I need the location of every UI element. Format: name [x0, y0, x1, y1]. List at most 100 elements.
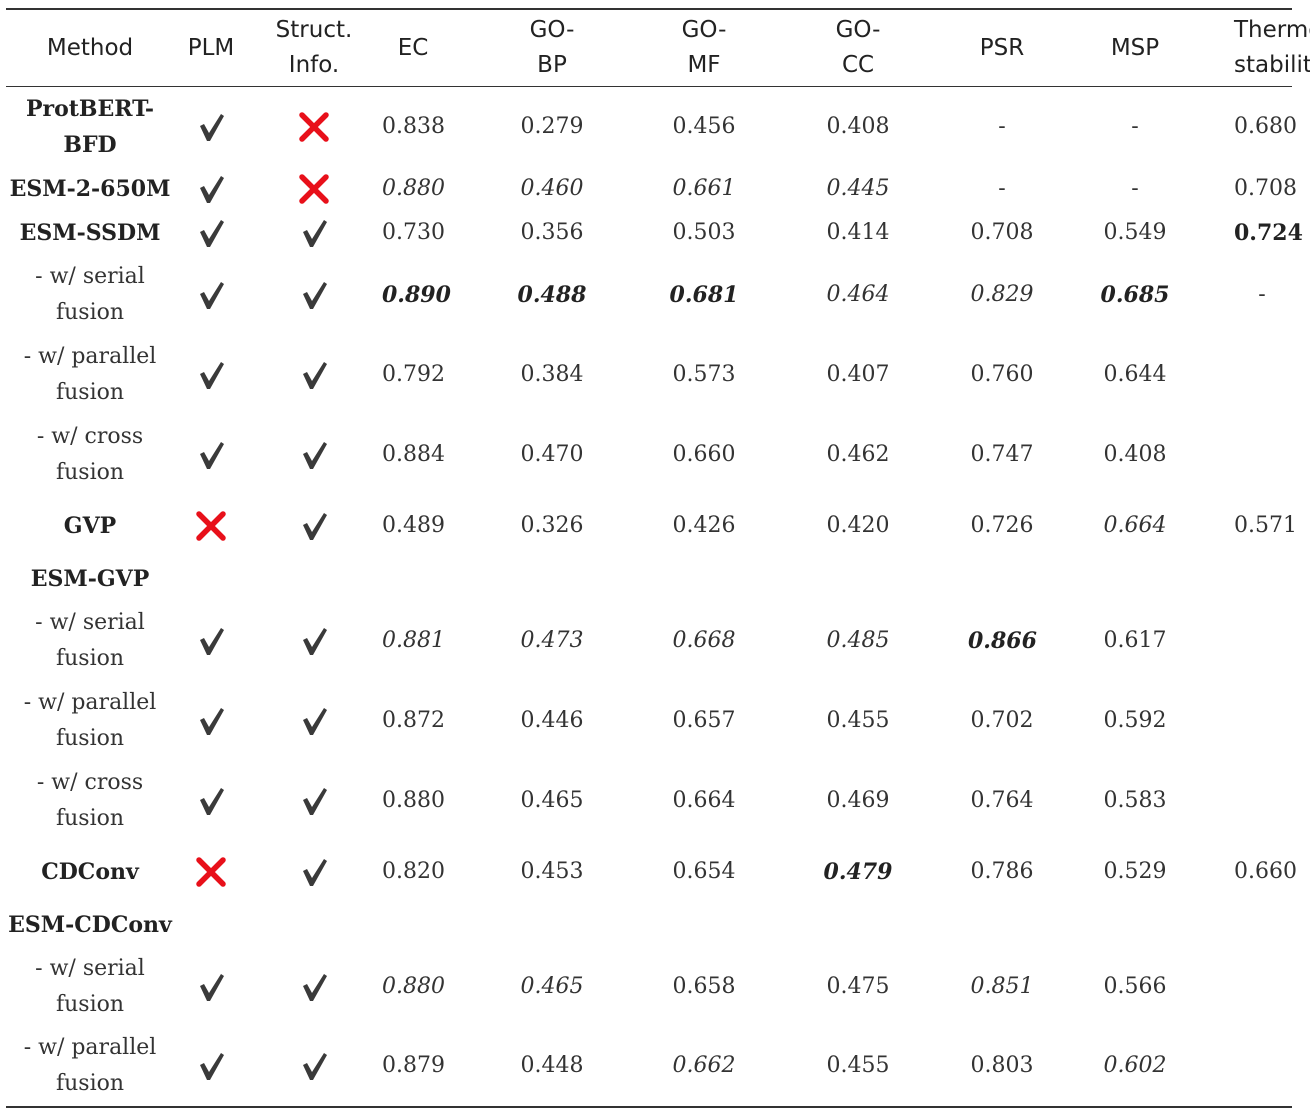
- thermostability-cell: 0.708: [1234, 175, 1297, 201]
- checkmark-icon: [298, 785, 330, 817]
- psr-cell: [966, 903, 1038, 947]
- table-row: - w/ serial fusion 0.890 0.488 0.681 0.464 0.…: [6, 255, 1292, 335]
- thermostability-cell: [1232, 335, 1292, 415]
- msp-cell: 0.644: [1103, 361, 1167, 387]
- go-bp-cell: 0.326: [520, 512, 584, 538]
- table-row: ProtBERT- BFD 0.838 0.279 0.456 0.408 - - 0.680: [6, 87, 1297, 167]
- checkmark-icon: [195, 971, 227, 1003]
- go-mf-cell: 0.654: [672, 858, 736, 884]
- plm-cell: [174, 947, 248, 1027]
- plm-cell: [174, 415, 248, 495]
- checkmark-icon: [298, 510, 330, 542]
- go-cc-cell: 0.462: [826, 441, 890, 467]
- struct-info-cell: [248, 255, 380, 335]
- table-row: - w/ parallel fusion 0.879 0.448 0.662 0.455…: [6, 1027, 1292, 1107]
- plm-cell: [174, 761, 248, 841]
- table-row: ESM-2-650M 0.880 0.460 0.661 0.445 - - 0.708: [6, 167, 1297, 211]
- plm-cell: [174, 903, 248, 947]
- go-bp-cell: 0.453: [520, 858, 584, 884]
- msp-cell: 0.592: [1103, 707, 1167, 733]
- msp-cell: -: [1131, 175, 1139, 201]
- go-bp-cell: 0.448: [520, 1053, 584, 1078]
- go-cc-cell: 0.479: [823, 858, 893, 885]
- checkmark-icon: [298, 625, 330, 657]
- checkmark-icon: [298, 705, 330, 737]
- method-cell: - w/ serial fusion: [35, 955, 145, 1017]
- go-cc-cell: 0.455: [826, 1053, 890, 1078]
- column-header: Struct. Info.: [275, 17, 353, 78]
- cross-icon: [298, 111, 330, 143]
- checkmark-icon: [195, 625, 227, 657]
- go-bp-cell: 0.279: [520, 113, 584, 139]
- struct-info-cell: [248, 681, 380, 761]
- thermostability-cell: [1232, 415, 1292, 495]
- msp-cell: 0.664: [1103, 512, 1167, 538]
- psr-cell: 0.747: [970, 441, 1034, 467]
- struct-info-cell: [248, 1027, 380, 1107]
- go-bp-cell: 0.465: [520, 787, 584, 813]
- plm-cell: [174, 1027, 248, 1107]
- go-mf-cell: 0.668: [672, 627, 736, 653]
- method-cell: - w/ parallel fusion: [23, 343, 157, 405]
- ec-cell: 0.880: [382, 973, 445, 999]
- go-cc-cell: [750, 903, 966, 947]
- method-cell: CDConv: [41, 858, 139, 885]
- struct-info-cell: [248, 557, 380, 601]
- ec-cell: 0.820: [382, 858, 445, 884]
- column-header: GO- CC: [835, 17, 881, 78]
- struct-info-cell: [248, 841, 380, 903]
- method-cell: - w/ cross fusion: [36, 423, 144, 485]
- table-row: - w/ serial fusion 0.881 0.473 0.668 0.485 0.…: [6, 601, 1292, 681]
- thermostability-cell: 0.724: [1234, 219, 1303, 246]
- msp-cell: 0.549: [1103, 219, 1167, 245]
- checkmark-icon: [298, 217, 330, 249]
- checkmark-icon: [298, 439, 330, 471]
- struct-info-cell: [248, 903, 380, 947]
- msp-cell: [1038, 903, 1232, 947]
- method-cell: ProtBERT- BFD: [25, 95, 155, 158]
- ec-cell: 0.489: [382, 512, 445, 538]
- go-mf-cell: 0.503: [672, 219, 736, 245]
- column-header: Thermo stability: [1234, 17, 1310, 78]
- table-body: ProtBERT- BFD 0.838 0.279 0.456 0.408 - - 0.680…: [6, 87, 1303, 1107]
- checkmark-icon: [195, 279, 227, 311]
- table-row: - w/ parallel fusion 0.872 0.446 0.657 0.455…: [6, 681, 1292, 761]
- table-row: CDConv 0.820 0.453 0.654 0.479 0.786 0.529 0.66…: [6, 841, 1297, 903]
- go-mf-cell: 0.662: [672, 1053, 736, 1078]
- struct-info-cell: [248, 167, 380, 211]
- go-cc-cell: 0.475: [826, 973, 890, 999]
- thermostability-cell: [1232, 947, 1292, 1027]
- thermostability-cell: [1232, 903, 1292, 947]
- ec-cell: 0.872: [382, 707, 445, 733]
- checkmark-icon: [298, 279, 330, 311]
- go-bp-cell: 0.356: [520, 219, 584, 245]
- go-bp-cell: [446, 903, 658, 947]
- plm-cell: [174, 211, 248, 255]
- struct-info-cell: [248, 211, 380, 255]
- cross-icon: [195, 510, 227, 542]
- msp-cell: 0.602: [1103, 1053, 1167, 1078]
- ec-cell: [380, 903, 446, 947]
- go-cc-cell: 0.420: [826, 512, 890, 538]
- struct-info-cell: [248, 761, 380, 841]
- msp-cell: 0.685: [1100, 281, 1170, 308]
- go-cc-cell: 0.464: [826, 281, 890, 307]
- plm-cell: [174, 681, 248, 761]
- checkmark-icon: [298, 1050, 330, 1082]
- go-bp-cell: 0.460: [520, 175, 584, 201]
- go-mf-cell: [658, 903, 750, 947]
- psr-cell: 0.803: [970, 1053, 1034, 1078]
- checkmark-icon: [195, 173, 227, 205]
- go-mf-cell: 0.660: [672, 441, 736, 467]
- go-cc-cell: 0.469: [826, 787, 890, 813]
- psr-cell: 0.786: [970, 858, 1034, 884]
- struct-info-cell: [248, 495, 380, 557]
- table-row: ESM-CDConv: [6, 903, 1292, 947]
- table-row: ESM-GVP: [6, 557, 1292, 601]
- thermostability-cell: [1232, 601, 1292, 681]
- struct-info-cell: [248, 87, 380, 167]
- table-row: GVP 0.489 0.326 0.426 0.420 0.726 0.664 0.571: [6, 495, 1297, 557]
- psr-cell: [966, 557, 1038, 601]
- method-cell: ESM-CDConv: [8, 911, 172, 938]
- method-cell: - w/ parallel fusion: [23, 1035, 157, 1096]
